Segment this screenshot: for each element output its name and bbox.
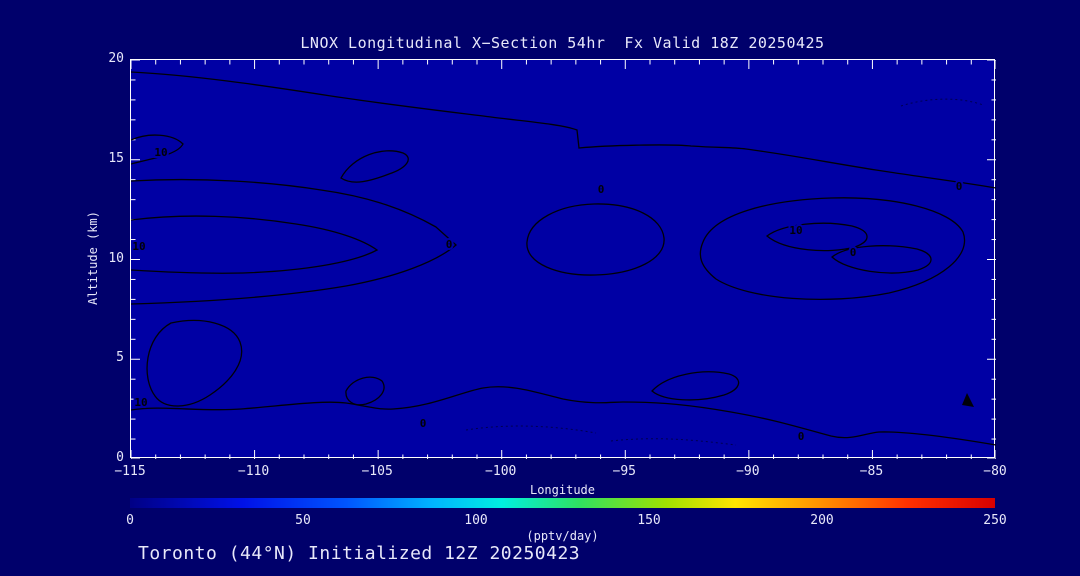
y-tick-label: 0 (116, 450, 124, 465)
x-tick-label: −110 (237, 464, 270, 479)
contour-line-dashed (900, 98, 984, 107)
contour-line (131, 71, 996, 189)
y-tick-label: 10 (108, 250, 124, 266)
contour-value-label: 0 (850, 246, 857, 259)
contour-value-labels: 10 0 0 10 0 10 0 0 0 10 (131, 144, 964, 445)
x-tick-label: −105 (361, 464, 393, 479)
contour-value-label: 0 (798, 430, 805, 443)
colorbar-tick-label: 200 (810, 513, 834, 528)
contour-line (340, 150, 409, 183)
contour-value-label: 0 (420, 417, 427, 430)
contour-value-label: 0 (598, 183, 605, 196)
colorbar-tick-label: 0 (126, 513, 134, 528)
colorbar (130, 498, 995, 508)
contour-line (131, 386, 996, 446)
x-axis-label: Longitude (529, 483, 596, 497)
x-tick-label: −100 (485, 464, 517, 479)
contour-line (651, 371, 740, 401)
contour-line (131, 215, 379, 274)
x-tick-label: −95 (612, 464, 637, 479)
contour-value-label: 0 (446, 238, 453, 251)
contour-lines (131, 71, 996, 446)
x-tick-label: −90 (736, 464, 760, 479)
init-info-text: Toronto (44°N) Initialized 12Z 20250423 (138, 543, 581, 564)
contour-line (831, 245, 932, 274)
contour-value-label: 10 (134, 396, 147, 409)
colorbar-tick-label: 50 (295, 513, 311, 528)
chart-title: LNOX Longitudinal X−Section 54hr Fx Vali… (300, 34, 825, 52)
colorbar-units-label: (pptv/day) (526, 529, 599, 543)
contour-value-label: 10 (132, 240, 145, 253)
x-tick-label: −80 (983, 464, 1007, 479)
contour-line (345, 376, 385, 406)
y-tick-label: 15 (108, 150, 124, 166)
contour-line (526, 203, 665, 276)
contour-line-dashed (465, 425, 737, 446)
contour-value-label: 10 (789, 224, 802, 237)
y-axis-label: Altitude (km) (86, 211, 100, 305)
contour-line (131, 134, 184, 165)
contour-value-label: 10 (154, 146, 167, 159)
x-tick-label: −85 (859, 464, 884, 479)
contour-plot-svg: 10 0 0 10 0 10 0 0 0 10 (131, 60, 996, 459)
colorbar-tick-label: 100 (464, 513, 488, 528)
colorbar-tick-label: 150 (637, 513, 661, 528)
axis-tick-marks (131, 60, 996, 459)
y-tick-label: 20 (108, 51, 124, 66)
contour-line (765, 222, 868, 252)
contour-mark (962, 393, 974, 407)
contour-line (146, 319, 243, 407)
y-tick-label: 5 (116, 350, 124, 366)
contour-line (699, 197, 966, 301)
contour-value-label: 0 (956, 180, 963, 193)
contour-plot-area: 10 0 0 10 0 10 0 0 0 10 (130, 59, 996, 459)
x-tick-label: −115 (114, 464, 146, 479)
colorbar-tick-label: 250 (983, 513, 1007, 528)
contour-line (131, 178, 457, 305)
